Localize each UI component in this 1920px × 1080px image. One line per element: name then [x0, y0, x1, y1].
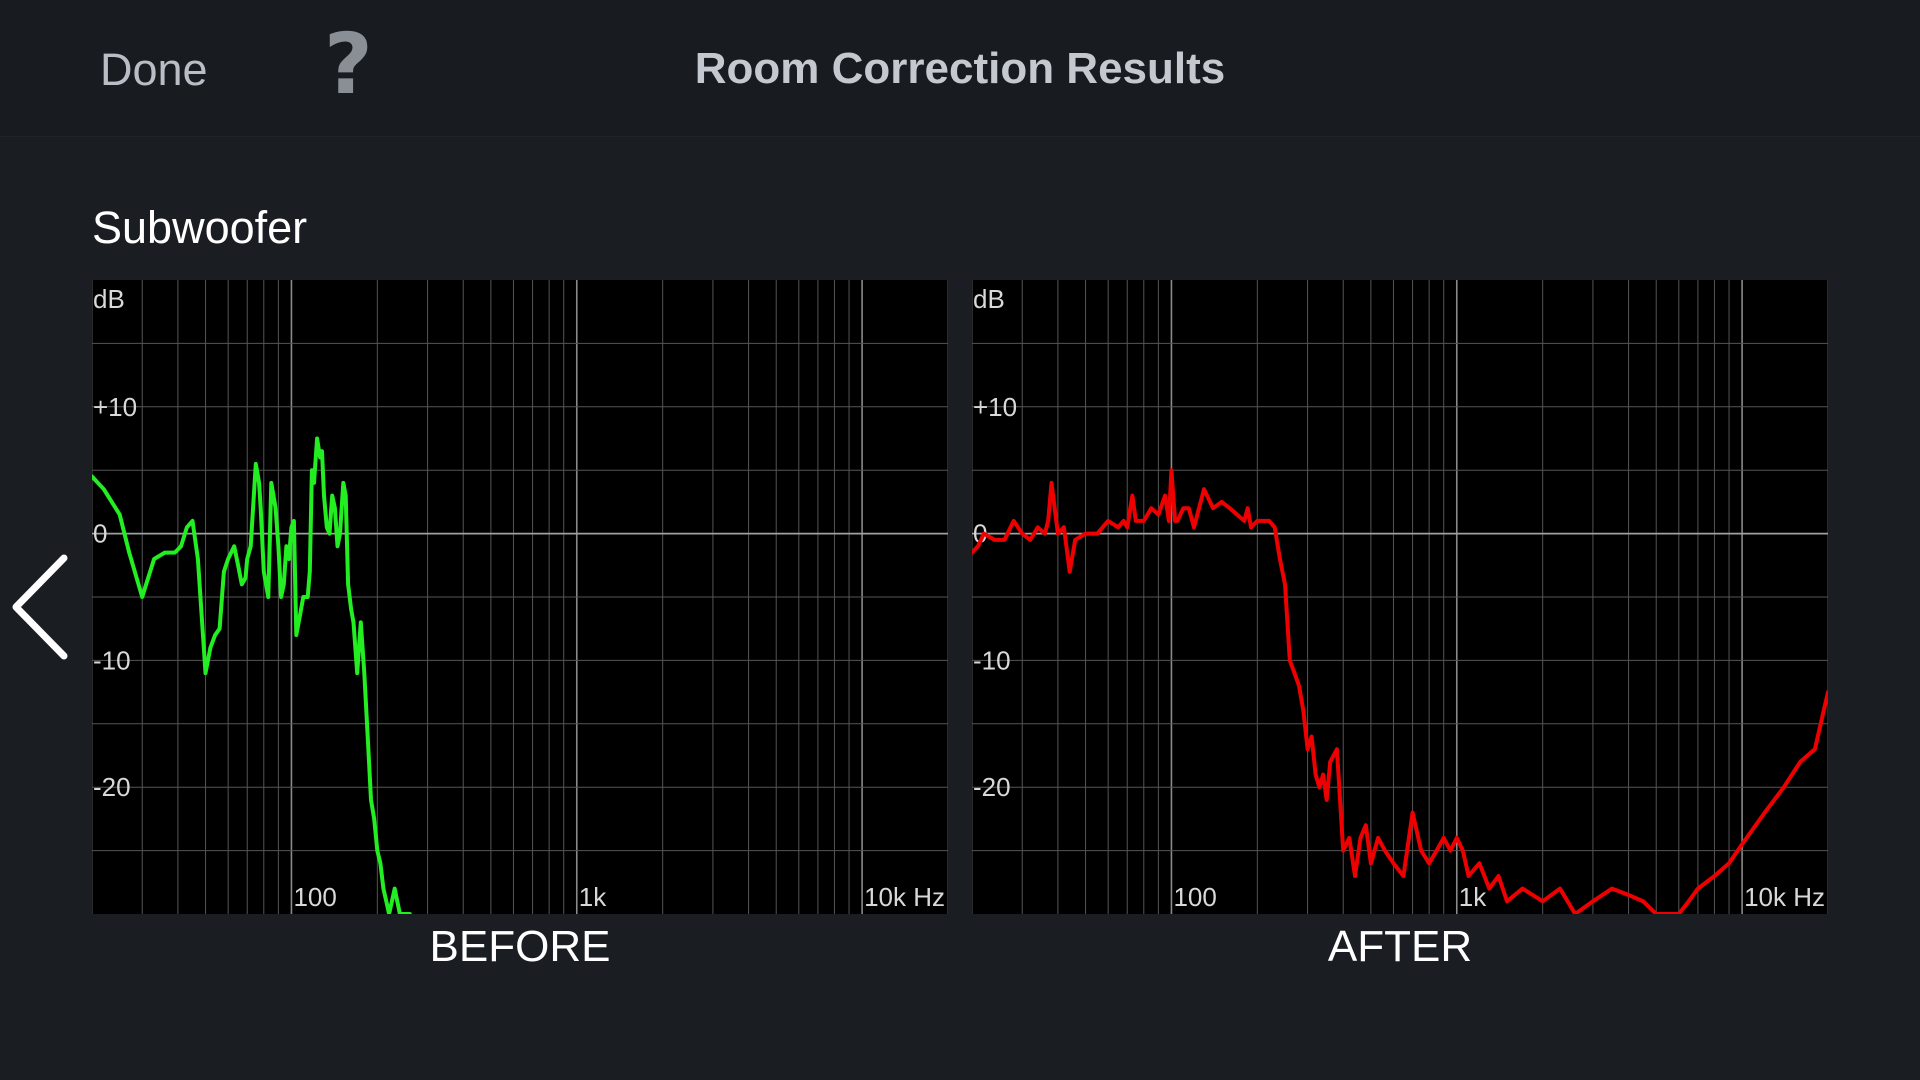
after-chart: dB +10 0 -10 -20 100 1k 10k Hz — [972, 280, 1828, 914]
after-x-tick-label: 100 — [1173, 882, 1216, 912]
after-y-tick-label: +10 — [973, 392, 1017, 422]
before-y-tick-label: -10 — [93, 645, 131, 675]
done-button[interactable]: Done — [100, 44, 208, 95]
before-y-tick-label: dB — [93, 284, 125, 314]
after-y-tick-label: -20 — [973, 772, 1011, 802]
before-y-tick-label: -20 — [93, 772, 131, 802]
before-x-tick-label: 1k — [579, 882, 607, 912]
after-y-tick-label: 0 — [973, 519, 987, 549]
top-bar: Done ? Room Correction Results — [0, 0, 1920, 137]
before-caption: BEFORE — [429, 922, 611, 971]
section-label: Subwoofer — [92, 202, 308, 253]
after-caption: AFTER — [1327, 922, 1473, 971]
after-response-curve — [972, 468, 1828, 914]
after-x-tick-label: 1k — [1459, 882, 1487, 912]
before-x-tick-label: 10k Hz — [864, 882, 945, 912]
after-x-tick-label: 10k Hz — [1744, 882, 1825, 912]
before-y-tick-label: +10 — [93, 392, 137, 422]
after-y-tick-label: -10 — [973, 645, 1011, 675]
before-chart-plot: dB +10 0 -10 -20 100 1k 10k Hz — [92, 280, 948, 914]
page-title: Room Correction Results — [694, 44, 1226, 93]
before-chart: dB +10 0 -10 -20 100 1k 10k Hz — [92, 280, 948, 914]
chevron-left-icon[interactable] — [6, 552, 76, 662]
before-response-curve — [92, 436, 412, 914]
after-chart-plot: dB +10 0 -10 -20 100 1k 10k Hz — [972, 280, 1828, 914]
help-icon[interactable]: ? — [324, 15, 373, 113]
before-y-tick-label: 0 — [93, 519, 107, 549]
after-y-tick-label: dB — [973, 284, 1005, 314]
before-x-tick-label: 100 — [293, 882, 336, 912]
